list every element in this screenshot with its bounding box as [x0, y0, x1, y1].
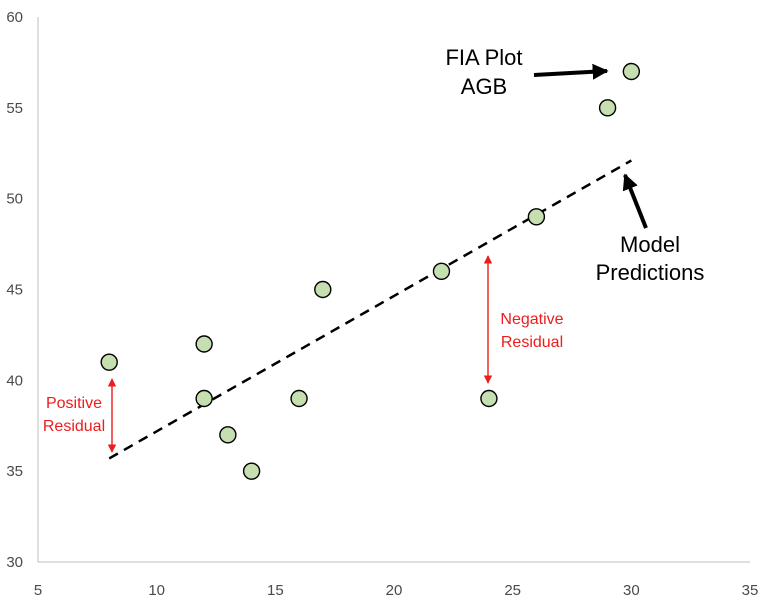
axes: [37, 17, 750, 563]
y-tick-label: 40: [6, 372, 23, 389]
data-point: [195, 389, 213, 408]
x-axis-ticks: 5 10 15 20 25 30 35: [34, 582, 759, 599]
data-point: [195, 335, 213, 353]
x-tick-label: 25: [504, 582, 521, 599]
x-tick-label: 5: [34, 582, 42, 599]
data-point: [314, 280, 332, 299]
model-label-line1: Model: [620, 232, 680, 257]
x-tick-label: 15: [267, 582, 284, 599]
data-point: [480, 389, 498, 408]
fia-arrow: [533, 63, 609, 80]
model-prediction-line: [108, 159, 632, 460]
data-point: [290, 389, 308, 408]
y-tick-label: 30: [6, 554, 23, 571]
y-tick-label: 55: [6, 100, 23, 117]
y-tick-label: 35: [6, 463, 23, 480]
data-point: [432, 262, 451, 281]
data-point: [527, 208, 546, 226]
data-point: [100, 353, 118, 371]
x-tick-label: 20: [386, 582, 403, 599]
x-tick-label: 10: [148, 582, 165, 599]
data-point: [219, 426, 237, 444]
y-tick-label: 50: [6, 191, 23, 208]
positive-residual-label-line1: Positive: [46, 395, 102, 412]
positive-residual-label-line2: Residual: [43, 418, 105, 435]
negative-residual-label-line2: Residual: [501, 334, 563, 351]
x-tick-label: 30: [623, 582, 640, 599]
data-point: [598, 99, 617, 117]
model-label-line2: Predictions: [596, 260, 705, 285]
negative-residual-label-line1: Negative: [500, 311, 563, 328]
y-axis-ticks: 30 35 40 45 50 55 60: [6, 9, 23, 571]
data-points: [100, 62, 641, 480]
y-tick-label: 60: [6, 9, 23, 26]
fia-label-line1: FIA Plot: [445, 45, 522, 70]
model-arrow: [622, 173, 648, 229]
fia-label-line2: AGB: [461, 74, 507, 99]
model-prediction-lines: [108, 159, 632, 460]
data-point: [622, 62, 641, 81]
x-tick-label: 35: [742, 582, 759, 599]
data-point: [242, 462, 261, 480]
y-tick-label: 45: [6, 282, 23, 299]
